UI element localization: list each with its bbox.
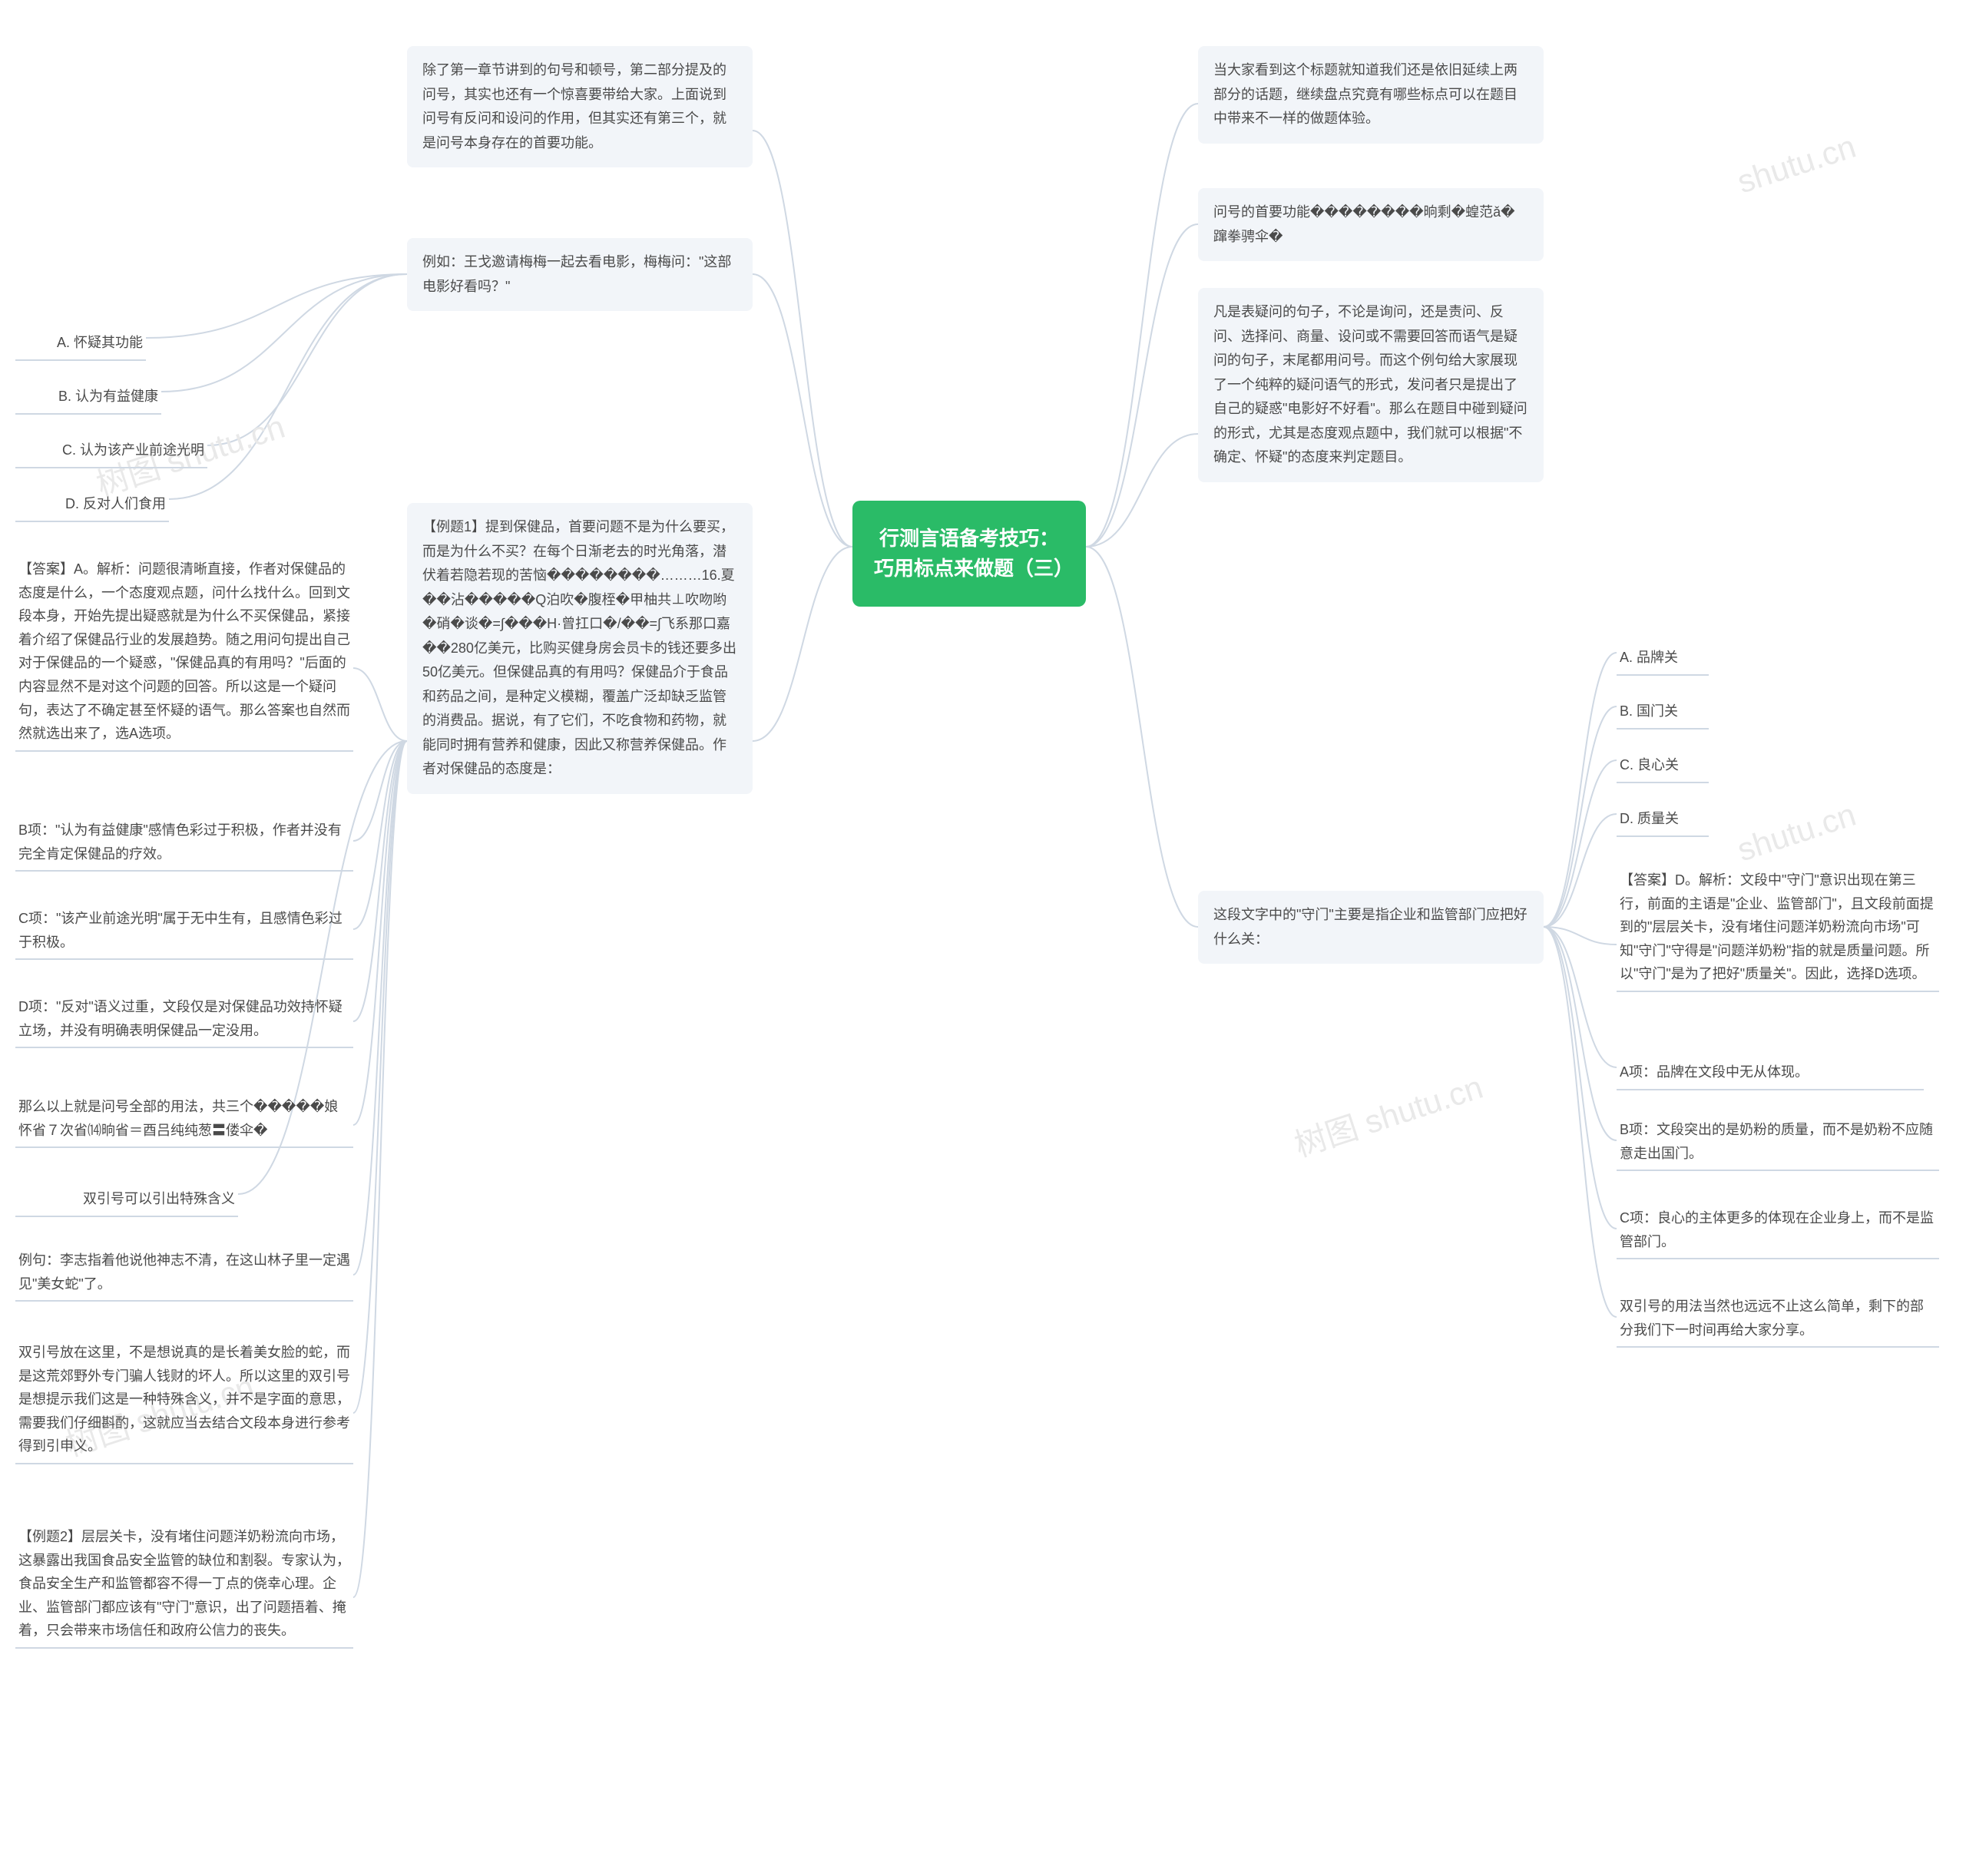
right-leaf-b-exp[interactable]: B项：文段突出的是奶粉的质量，而不是奶粉不应随意走出国门。 xyxy=(1617,1113,1939,1171)
right-node-4[interactable]: 这段文字中的"守门"主要是指企业和监管部门应把好什么关： xyxy=(1198,891,1544,964)
left-leaf-quote-intro[interactable]: 双引号可以引出特殊含义 xyxy=(15,1183,238,1217)
left-leaf-d[interactable]: D. 反对人们食用 xyxy=(15,488,169,522)
left-leaf-answer[interactable]: 【答案】A。解析：问题很清晰直接，作者对保健品的态度是什么，一个态度观点题，问什… xyxy=(15,553,353,752)
left-leaf-c-exp[interactable]: C项："该产业前途光明"属于无中生有，且感情色彩过于积极。 xyxy=(15,902,353,960)
left-leaf-example2[interactable]: 【例题2】层层关卡，没有堵住问题洋奶粉流向市场，这暴露出我国食品安全监管的缺位和… xyxy=(15,1520,353,1649)
left-leaf-c[interactable]: C. 认为该产业前途光明 xyxy=(15,434,207,468)
right-node-2[interactable]: 问号的首要功能��������晌剩�蝗范ǎ�蹿拳骋伞� xyxy=(1198,188,1544,261)
right-leaf-a[interactable]: A. 品牌关 xyxy=(1617,641,1709,676)
right-leaf-answer[interactable]: 【答案】D。解析：文段中"守门"意识出现在第三行，前面的主语是"企业、监管部门"… xyxy=(1617,864,1939,992)
left-leaf-summary[interactable]: 那么以上就是问号全部的用法，共三个�����娘怀省７次省⒁晌省＝酉吕纯纯葱〓偻伞… xyxy=(15,1090,353,1148)
right-leaf-c[interactable]: C. 良心关 xyxy=(1617,749,1709,783)
left-leaf-d-exp[interactable]: D项："反对"语义过重，文段仅是对保健品功效持怀疑立场，并没有明确表明保健品一定… xyxy=(15,991,353,1048)
watermark: shutu.cn xyxy=(1733,128,1860,201)
right-node-1[interactable]: 当大家看到这个标题就知道我们还是依旧延续上两部分的话题，继续盘点究竟有哪些标点可… xyxy=(1198,46,1544,144)
right-leaf-b[interactable]: B. 国门关 xyxy=(1617,695,1709,730)
left-leaf-b-exp[interactable]: B项："认为有益健康"感情色彩过于积极，作者并没有完全肯定保健品的疗效。 xyxy=(15,814,353,872)
right-leaf-d[interactable]: D. 质量关 xyxy=(1617,802,1709,837)
left-node-3[interactable]: 【例题1】提到保健品，首要问题不是为什么要买，而是为什么不买？在每个日渐老去的时… xyxy=(407,503,753,794)
watermark: shutu.cn xyxy=(1733,796,1860,869)
left-leaf-quote-exp[interactable]: 双引号放在这里，不是想说真的是长着美女脸的蛇，而是这荒郊野外专门骗人钱财的坏人。… xyxy=(15,1336,353,1464)
left-leaf-example-sentence[interactable]: 例句：李志指着他说他神志不清，在这山林子里一定遇见"美女蛇"了。 xyxy=(15,1244,353,1302)
left-leaf-b[interactable]: B. 认为有益健康 xyxy=(15,380,161,415)
left-node-2[interactable]: 例如：王戈邀请梅梅一起去看电影，梅梅问："这部电影好看吗？" xyxy=(407,238,753,311)
mindmap-canvas: 树图 shutu.cn 树图 shutu.cn shutu.cn shutu.c… xyxy=(0,0,1966,1876)
right-node-3[interactable]: 凡是表疑问的句子，不论是询问，还是责问、反问、选择问、商量、设问或不需要回答而语… xyxy=(1198,288,1544,482)
left-node-1[interactable]: 除了第一章节讲到的句号和顿号，第二部分提及的问号，其实也还有一个惊喜要带给大家。… xyxy=(407,46,753,167)
center-node[interactable]: 行测言语备考技巧：巧用标点来做题（三） xyxy=(852,501,1086,607)
left-leaf-a[interactable]: A. 怀疑其功能 xyxy=(15,326,146,361)
watermark: 树图 shutu.cn xyxy=(1288,1061,1488,1166)
right-leaf-c-exp[interactable]: C项：良心的主体更多的体现在企业身上，而不是监管部门。 xyxy=(1617,1202,1939,1259)
right-leaf-a-exp[interactable]: A项：品牌在文段中无从体现。 xyxy=(1617,1056,1924,1090)
right-leaf-closing[interactable]: 双引号的用法当然也远远不止这么简单，剩下的部分我们下一时间再给大家分享。 xyxy=(1617,1290,1939,1348)
